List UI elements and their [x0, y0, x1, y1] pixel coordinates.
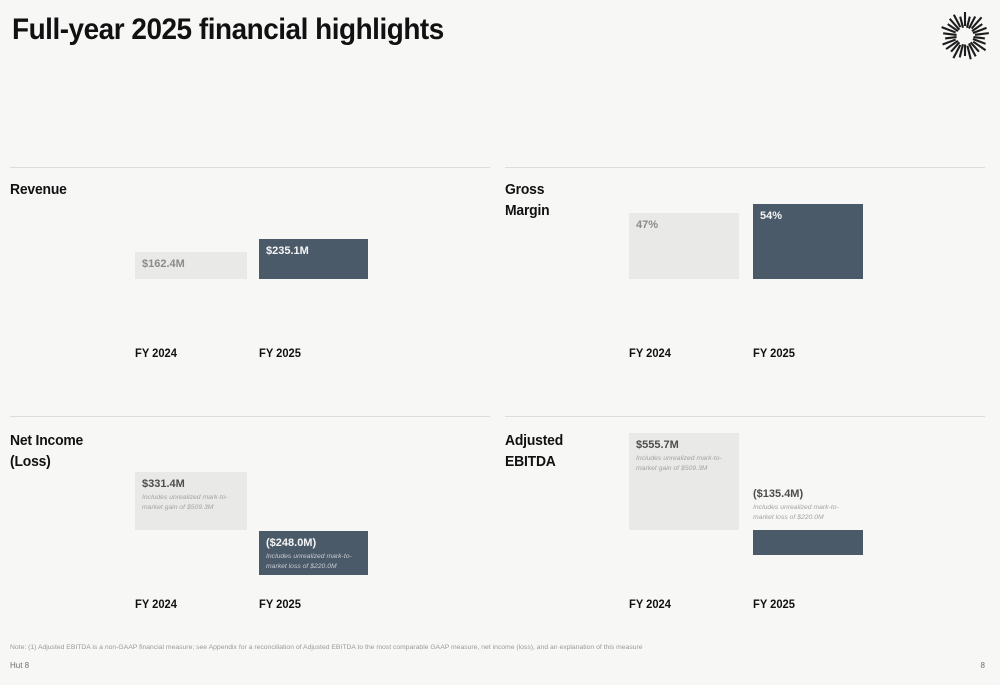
axis-label-fy2025: FY 2025 [753, 348, 795, 360]
bar-gross-margin-fy2024: 47% [629, 213, 739, 279]
divider [10, 167, 490, 168]
footer-brand: Hut 8 [10, 661, 30, 670]
bar-value: 54% [760, 210, 783, 222]
divider [505, 167, 985, 168]
axis-label-fy2025: FY 2025 [259, 348, 301, 360]
axis-label-fy2025: FY 2025 [753, 599, 795, 611]
footnote: Note: (1) Adjusted EBITDA is a non-GAAP … [10, 644, 643, 651]
axis-label-fy2024: FY 2024 [135, 348, 177, 360]
bar-label-adjusted-ebitda-fy2025: ($135.4M) Includes unrealized mark-to-ma… [753, 488, 863, 522]
axis-label-fy2024: FY 2024 [629, 599, 671, 611]
bar-net-income-fy2025: ($248.0M) Includes unrealized mark-to-ma… [259, 531, 368, 575]
section-title-net-income: Net Income (Loss) [10, 433, 84, 471]
bar-value: $235.1M [266, 245, 309, 257]
bar-value: $331.4M [142, 478, 185, 490]
page-number: 8 [980, 661, 985, 670]
bar-value: $162.4M [142, 258, 185, 270]
bar-value: $555.7M [636, 439, 679, 451]
bar-note: Includes unrealized mark-to-market gain … [636, 455, 722, 472]
divider [505, 416, 985, 417]
axis-label-fy2025: FY 2025 [259, 599, 301, 611]
bar-gross-margin-fy2025: 54% [753, 204, 863, 279]
section-title-adjusted-ebitda: Adjusted EBITDA [505, 433, 564, 471]
bar-revenue-fy2025: $235.1M [259, 239, 368, 279]
bar-net-income-fy2024: $331.4M Includes unrealized mark-to-mark… [135, 472, 247, 530]
bar-note: Includes unrealized mark-to-market loss … [266, 553, 352, 570]
bar-note: Includes unrealized mark-to-market gain … [142, 494, 228, 511]
divider [10, 416, 490, 417]
page-title: Full-year 2025 financial highlights [12, 13, 444, 46]
bar-value: ($135.4M) [753, 488, 804, 500]
bar-note: Includes unrealized mark-to-market loss … [753, 504, 839, 521]
axis-label-fy2024: FY 2024 [135, 599, 177, 611]
bar-value: 47% [636, 219, 659, 231]
bar-adjusted-ebitda-fy2025 [753, 530, 863, 555]
bar-value: ($248.0M) [266, 537, 317, 549]
bar-revenue-fy2024: $162.4M [135, 252, 247, 279]
bar-adjusted-ebitda-fy2024: $555.7M Includes unrealized mark-to-mark… [629, 433, 739, 530]
hut8-starburst-icon [941, 12, 989, 60]
section-title-gross-margin: Gross Margin [505, 182, 550, 220]
section-title-revenue: Revenue [10, 182, 67, 198]
axis-label-fy2024: FY 2024 [629, 348, 671, 360]
